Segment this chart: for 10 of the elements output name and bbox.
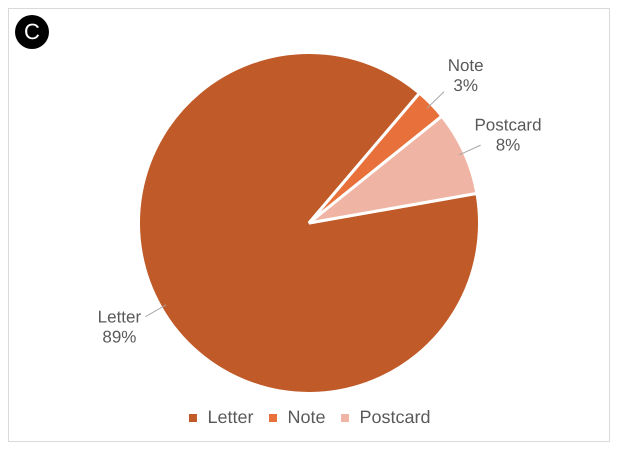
data-label: 3%: [453, 76, 478, 95]
slice-label: Note: [448, 56, 484, 75]
text: C: [15, 15, 49, 49]
slice-label: Postcard: [474, 116, 542, 135]
slice-label: Letter: [98, 307, 142, 326]
data-label: 8%: [496, 136, 520, 155]
data-label: 89%: [102, 327, 136, 346]
legend-label: Note: [287, 406, 326, 427]
legend-label: Letter: [207, 406, 254, 427]
legend-label: Postcard: [360, 406, 431, 427]
